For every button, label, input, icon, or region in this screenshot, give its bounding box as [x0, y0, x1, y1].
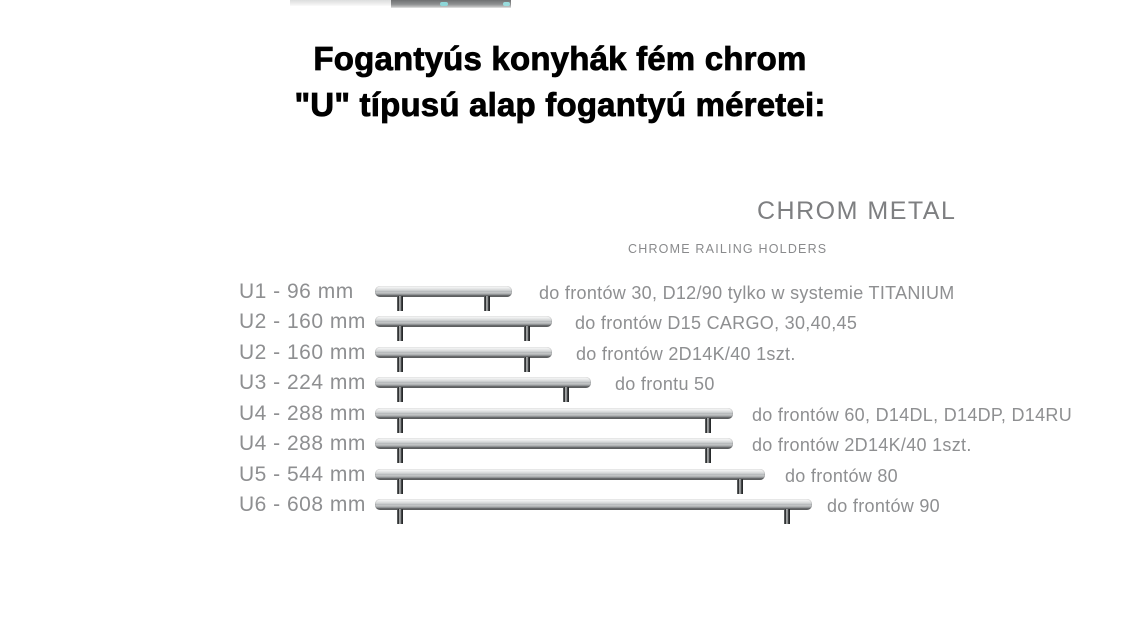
- page-title-line-1: Fogantyús konyhák fém chrom: [313, 40, 807, 78]
- handle-front-description: do frontów D15 CARGO, 30,40,45: [575, 313, 858, 333]
- handle-front-description: do frontów 2D14K/40 1szt.: [752, 435, 972, 455]
- handle-post-icon: [397, 387, 403, 402]
- page-title-line-2: "U" típusú alap fogantyú méretei:: [294, 86, 826, 124]
- section-subheading: CHROME RAILING HOLDERS: [628, 242, 828, 256]
- handle-post-icon: [397, 509, 403, 524]
- handle-post-icon: [397, 296, 403, 311]
- handle-size-label: U1 - 96 mm: [239, 280, 354, 303]
- handle-front-description: do frontów 30, D12/90 tylko w systemie T…: [539, 283, 955, 303]
- handle-image: [375, 469, 765, 494]
- handle-size-label: U6 - 608 mm: [239, 493, 366, 516]
- handle-size-label: U2 - 160 mm: [239, 341, 366, 364]
- handle-post-icon: [397, 418, 403, 433]
- section-heading: CHROM METAL: [757, 197, 957, 225]
- handle-post-icon: [705, 418, 711, 433]
- handle-size-label: U4 - 288 mm: [239, 402, 366, 425]
- handle-post-icon: [397, 479, 403, 494]
- handle-post-icon: [397, 357, 403, 372]
- handle-row: U4 - 288 mm do frontów 60, D14DL, D14DP,…: [0, 401, 1134, 433]
- handle-image: [375, 316, 552, 341]
- handle-front-description: do frontów 80: [785, 466, 898, 486]
- teal-accent-mark: [440, 2, 448, 6]
- handle-image: [375, 408, 733, 433]
- handle-row: U2 - 160 mm do frontów D15 CARGO, 30,40,…: [0, 309, 1134, 341]
- handle-post-icon: [484, 296, 490, 311]
- handle-row: U4 - 288 mm do frontów 2D14K/40 1szt.: [0, 431, 1134, 463]
- top-cropped-image-dark: [391, 0, 511, 8]
- handle-front-description: do frontów 90: [827, 496, 940, 516]
- handle-row: U1 - 96 mm do frontów 30, D12/90 tylko w…: [0, 279, 1134, 311]
- handle-post-icon: [563, 387, 569, 402]
- handle-post-icon: [737, 479, 743, 494]
- handle-post-icon: [397, 448, 403, 463]
- handle-post-icon: [397, 326, 403, 341]
- handle-front-description: do frontów 60, D14DL, D14DP, D14RU: [752, 405, 1073, 425]
- handle-post-icon: [784, 509, 790, 524]
- handle-row: U3 - 224 mm do frontu 50: [0, 370, 1134, 402]
- handle-row: U5 - 544 mm do frontów 80: [0, 462, 1134, 494]
- handle-image: [375, 438, 733, 463]
- handle-front-description: do frontów 2D14K/40 1szt.: [576, 344, 796, 364]
- handle-size-label: U5 - 544 mm: [239, 463, 366, 486]
- handle-post-icon: [524, 357, 530, 372]
- handle-front-description: do frontu 50: [615, 374, 715, 394]
- handle-post-icon: [524, 326, 530, 341]
- page-title: Fogantyús konyhák fém chrom "U" típusú a…: [140, 36, 980, 128]
- handle-image: [375, 499, 812, 524]
- handle-size-label: U4 - 288 mm: [239, 432, 366, 455]
- teal-accent-mark: [503, 2, 510, 6]
- handle-size-label: U2 - 160 mm: [239, 310, 366, 333]
- handle-row: U6 - 608 mm do frontów 90: [0, 492, 1134, 524]
- handle-post-icon: [705, 448, 711, 463]
- handle-row: U2 - 160 mm do frontów 2D14K/40 1szt.: [0, 340, 1134, 372]
- handle-image: [375, 347, 552, 372]
- handle-image: [375, 286, 512, 311]
- handle-size-label: U3 - 224 mm: [239, 371, 366, 394]
- top-cropped-image-light: [290, 0, 391, 6]
- handle-image: [375, 377, 591, 402]
